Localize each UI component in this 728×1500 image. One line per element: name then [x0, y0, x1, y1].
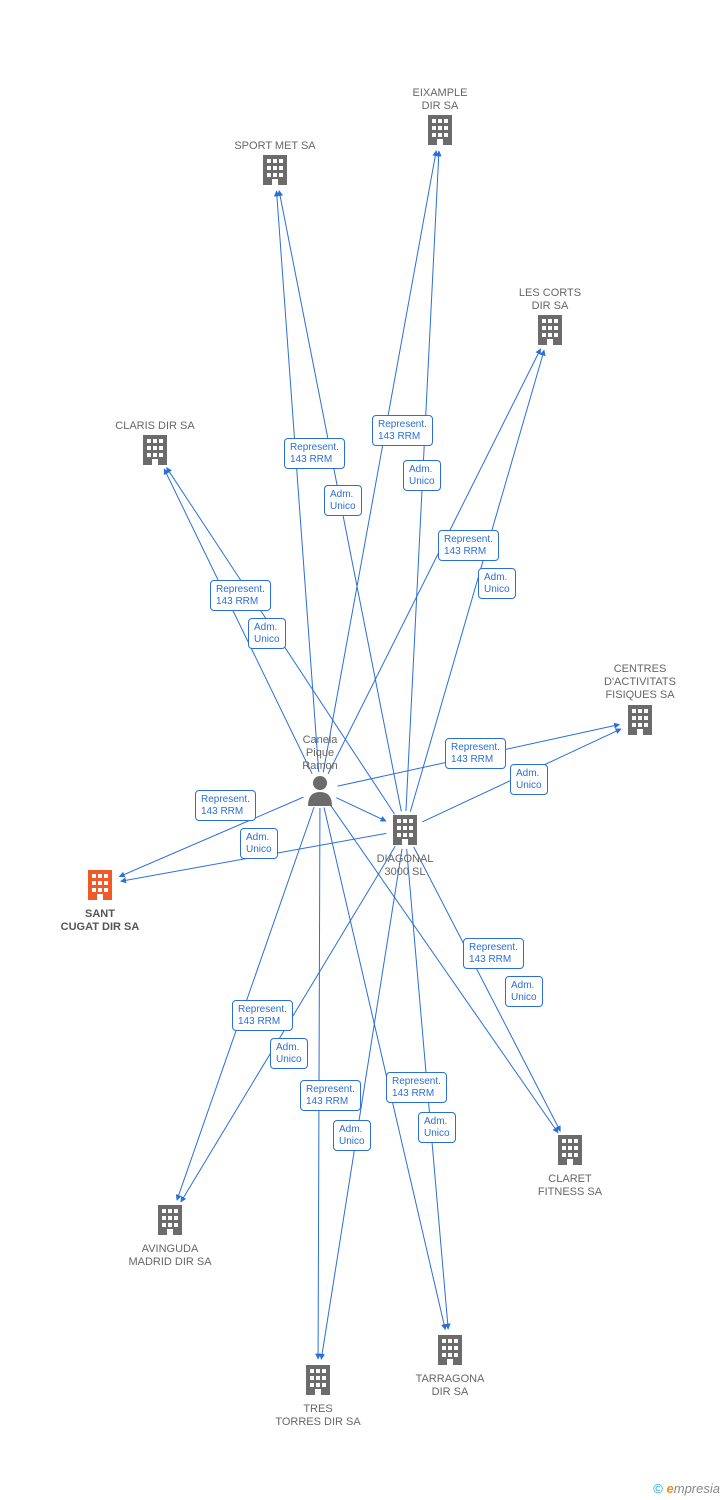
- node-label: DIAGONAL3000 SL: [345, 853, 465, 879]
- edge-label: Represent.143 RRM: [372, 415, 433, 446]
- node-label: CLARETFITNESS SA: [510, 1173, 630, 1199]
- edge-label: Represent.143 RRM: [386, 1072, 447, 1103]
- copyright-symbol: ©: [653, 1481, 663, 1496]
- node-sport_met[interactable]: SPORT MET SA: [215, 138, 335, 191]
- edge-person-les_corts: [328, 349, 541, 774]
- edge-label: Adm.Unico: [510, 764, 548, 795]
- node-label: CanelaPiqueRamon: [260, 734, 380, 774]
- edge-label: Adm.Unico: [333, 1120, 371, 1151]
- edge-label: Represent.143 RRM: [284, 438, 345, 469]
- node-label: TARRAGONADIR SA: [390, 1373, 510, 1399]
- node-les_corts[interactable]: LES CORTSDIR SA: [490, 285, 610, 352]
- edge-label: Represent.143 RRM: [232, 1000, 293, 1031]
- edge-label: Adm.Unico: [324, 485, 362, 516]
- node-label: AVINGUDAMADRID DIR SA: [110, 1243, 230, 1269]
- node-label: CENTRESD'ACTIVITATSFISIQUES SA: [580, 663, 700, 703]
- node-centres[interactable]: CENTRESD'ACTIVITATSFISIQUES SA: [580, 661, 700, 741]
- node-claret[interactable]: CLARETFITNESS SA: [510, 1133, 630, 1200]
- edge-label: Adm.Unico: [505, 976, 543, 1007]
- node-label: SPORT MET SA: [215, 140, 335, 153]
- node-label: EIXAMPLEDIR SA: [380, 87, 500, 113]
- edge-label: Adm.Unico: [403, 460, 441, 491]
- node-label: SANTCUGAT DIR SA: [40, 908, 160, 934]
- footer-attribution: © empresia: [653, 1481, 720, 1496]
- node-label: TRESTORRES DIR SA: [258, 1403, 378, 1429]
- edge-label: Adm.Unico: [240, 828, 278, 859]
- node-person[interactable]: CanelaPiqueRamon: [260, 732, 380, 810]
- edge-label: Adm.Unico: [418, 1112, 456, 1143]
- edge-label: Adm.Unico: [478, 568, 516, 599]
- brand-initial: e: [667, 1481, 674, 1496]
- node-claris[interactable]: CLARIS DIR SA: [95, 418, 215, 471]
- edge-person-sport_met: [277, 191, 319, 772]
- edge-label: Represent.143 RRM: [300, 1080, 361, 1111]
- edge-label: Represent.143 RRM: [210, 580, 271, 611]
- edge-person-tarragona: [324, 808, 445, 1330]
- edge-label: Represent.143 RRM: [445, 738, 506, 769]
- node-avinguda[interactable]: AVINGUDAMADRID DIR SA: [110, 1203, 230, 1270]
- edge-label: Represent.143 RRM: [438, 530, 499, 561]
- node-diagonal[interactable]: DIAGONAL3000 SL: [345, 813, 465, 880]
- node-label: LES CORTSDIR SA: [490, 287, 610, 313]
- node-label: CLARIS DIR SA: [95, 420, 215, 433]
- edge-label: Adm.Unico: [248, 618, 286, 649]
- node-tres_torres[interactable]: TRESTORRES DIR SA: [258, 1363, 378, 1430]
- edge-label: Represent.143 RRM: [463, 938, 524, 969]
- node-tarragona[interactable]: TARRAGONADIR SA: [390, 1333, 510, 1400]
- edge-person-claris: [164, 469, 312, 774]
- node-sant_cugat[interactable]: SANTCUGAT DIR SA: [40, 868, 160, 935]
- brand-rest: mpresia: [674, 1481, 720, 1496]
- node-eixample[interactable]: EIXAMPLEDIR SA: [380, 85, 500, 152]
- edge-label: Represent.143 RRM: [195, 790, 256, 821]
- edge-label: Adm.Unico: [270, 1038, 308, 1069]
